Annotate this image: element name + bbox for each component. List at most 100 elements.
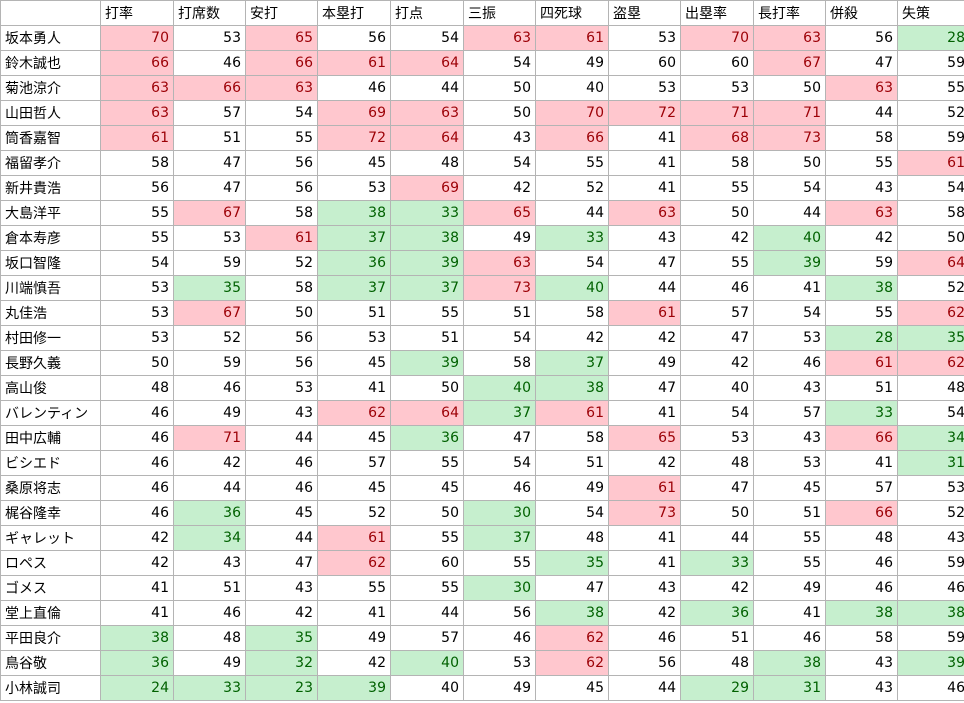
player-name-cell[interactable]: 坂本勇人 bbox=[0, 25, 101, 51]
player-name-cell[interactable]: 丸佳浩 bbox=[0, 300, 101, 326]
stat-cell[interactable]: 46 bbox=[100, 450, 174, 476]
stat-cell[interactable]: 73 bbox=[608, 500, 681, 526]
player-name-cell[interactable]: 菊池涼介 bbox=[0, 75, 101, 101]
stat-cell[interactable]: 42 bbox=[317, 650, 391, 676]
player-name-cell[interactable]: 小林誠司 bbox=[0, 675, 101, 701]
stat-cell[interactable]: 71 bbox=[753, 100, 826, 126]
stat-cell[interactable]: 58 bbox=[245, 275, 318, 301]
stat-cell[interactable]: 51 bbox=[753, 500, 826, 526]
stat-cell[interactable]: 53 bbox=[608, 25, 681, 51]
stat-cell[interactable]: 65 bbox=[245, 25, 318, 51]
stat-cell[interactable]: 50 bbox=[463, 100, 536, 126]
stat-cell[interactable]: 51 bbox=[317, 300, 391, 326]
stat-cell[interactable]: 36 bbox=[173, 500, 246, 526]
stat-cell[interactable]: 61 bbox=[535, 400, 609, 426]
stat-cell[interactable]: 43 bbox=[463, 125, 536, 151]
stat-cell[interactable]: 51 bbox=[390, 325, 464, 351]
stat-cell[interactable]: 67 bbox=[173, 300, 246, 326]
stat-cell[interactable]: 42 bbox=[680, 350, 754, 376]
stat-cell[interactable]: 59 bbox=[897, 50, 964, 76]
stat-cell[interactable]: 57 bbox=[753, 400, 826, 426]
stat-cell[interactable]: 53 bbox=[317, 325, 391, 351]
player-name-cell[interactable]: 平田良介 bbox=[0, 625, 101, 651]
stat-cell[interactable]: 62 bbox=[897, 350, 964, 376]
stat-cell[interactable]: 37 bbox=[463, 525, 536, 551]
stat-cell[interactable]: 56 bbox=[825, 25, 898, 51]
stat-cell[interactable]: 42 bbox=[608, 600, 681, 626]
stat-cell[interactable]: 47 bbox=[173, 150, 246, 176]
stat-cell[interactable]: 60 bbox=[608, 50, 681, 76]
stat-cell[interactable]: 41 bbox=[753, 275, 826, 301]
stat-cell[interactable]: 46 bbox=[753, 350, 826, 376]
stat-cell[interactable]: 40 bbox=[463, 375, 536, 401]
stat-cell[interactable]: 46 bbox=[245, 475, 318, 501]
stat-cell[interactable]: 57 bbox=[825, 475, 898, 501]
stat-cell[interactable]: 40 bbox=[535, 275, 609, 301]
stat-cell[interactable]: 46 bbox=[317, 75, 391, 101]
column-header[interactable]: 安打 bbox=[245, 0, 318, 26]
column-header[interactable]: 三振 bbox=[463, 0, 536, 26]
stat-cell[interactable]: 38 bbox=[825, 275, 898, 301]
stat-cell[interactable]: 43 bbox=[897, 525, 964, 551]
stat-cell[interactable]: 48 bbox=[390, 150, 464, 176]
stat-cell[interactable]: 58 bbox=[825, 625, 898, 651]
stat-cell[interactable]: 59 bbox=[897, 550, 964, 576]
stat-cell[interactable]: 51 bbox=[825, 375, 898, 401]
stat-cell[interactable]: 52 bbox=[173, 325, 246, 351]
stat-cell[interactable]: 53 bbox=[753, 450, 826, 476]
stat-cell[interactable]: 42 bbox=[825, 225, 898, 251]
player-name-cell[interactable]: 倉本寿彦 bbox=[0, 225, 101, 251]
stat-cell[interactable]: 66 bbox=[173, 75, 246, 101]
stat-cell[interactable]: 44 bbox=[173, 475, 246, 501]
stat-cell[interactable]: 43 bbox=[753, 425, 826, 451]
stat-cell[interactable]: 46 bbox=[680, 275, 754, 301]
column-header[interactable]: 四死球 bbox=[535, 0, 609, 26]
stat-cell[interactable]: 55 bbox=[100, 225, 174, 251]
stat-cell[interactable]: 55 bbox=[680, 250, 754, 276]
stat-cell[interactable]: 41 bbox=[608, 150, 681, 176]
stat-cell[interactable]: 30 bbox=[463, 500, 536, 526]
stat-cell[interactable]: 62 bbox=[317, 400, 391, 426]
stat-cell[interactable]: 42 bbox=[680, 575, 754, 601]
stat-cell[interactable]: 62 bbox=[535, 625, 609, 651]
stat-cell[interactable]: 38 bbox=[317, 200, 391, 226]
stat-cell[interactable]: 43 bbox=[173, 550, 246, 576]
stat-cell[interactable]: 41 bbox=[608, 400, 681, 426]
stat-cell[interactable]: 55 bbox=[825, 300, 898, 326]
stat-cell[interactable]: 38 bbox=[535, 600, 609, 626]
stat-cell[interactable]: 28 bbox=[897, 25, 964, 51]
player-name-cell[interactable]: 堂上直倫 bbox=[0, 600, 101, 626]
player-name-cell[interactable]: 新井貴浩 bbox=[0, 175, 101, 201]
stat-cell[interactable]: 59 bbox=[825, 250, 898, 276]
stat-cell[interactable]: 38 bbox=[390, 225, 464, 251]
stat-cell[interactable]: 35 bbox=[897, 325, 964, 351]
stat-cell[interactable]: 56 bbox=[608, 650, 681, 676]
stat-cell[interactable]: 47 bbox=[680, 475, 754, 501]
stat-cell[interactable]: 47 bbox=[825, 50, 898, 76]
stat-cell[interactable]: 56 bbox=[245, 325, 318, 351]
stat-cell[interactable]: 48 bbox=[100, 375, 174, 401]
stat-cell[interactable]: 47 bbox=[608, 375, 681, 401]
stat-cell[interactable]: 47 bbox=[608, 250, 681, 276]
stat-cell[interactable]: 45 bbox=[317, 150, 391, 176]
stat-cell[interactable]: 63 bbox=[825, 200, 898, 226]
stat-cell[interactable]: 53 bbox=[753, 325, 826, 351]
stat-cell[interactable]: 35 bbox=[535, 550, 609, 576]
stat-cell[interactable]: 44 bbox=[608, 675, 681, 701]
stat-cell[interactable]: 38 bbox=[897, 600, 964, 626]
player-name-cell[interactable]: 大島洋平 bbox=[0, 200, 101, 226]
stat-cell[interactable]: 52 bbox=[897, 100, 964, 126]
stat-cell[interactable]: 57 bbox=[680, 300, 754, 326]
stat-cell[interactable]: 48 bbox=[680, 450, 754, 476]
stat-cell[interactable]: 39 bbox=[753, 250, 826, 276]
stat-cell[interactable]: 70 bbox=[535, 100, 609, 126]
stat-cell[interactable]: 33 bbox=[535, 225, 609, 251]
stat-cell[interactable]: 52 bbox=[897, 275, 964, 301]
stat-cell[interactable]: 49 bbox=[463, 225, 536, 251]
stat-cell[interactable]: 33 bbox=[390, 200, 464, 226]
stat-cell[interactable]: 63 bbox=[100, 75, 174, 101]
stat-cell[interactable]: 57 bbox=[390, 625, 464, 651]
stat-cell[interactable]: 45 bbox=[317, 475, 391, 501]
stat-cell[interactable]: 61 bbox=[608, 475, 681, 501]
stat-cell[interactable]: 51 bbox=[535, 450, 609, 476]
